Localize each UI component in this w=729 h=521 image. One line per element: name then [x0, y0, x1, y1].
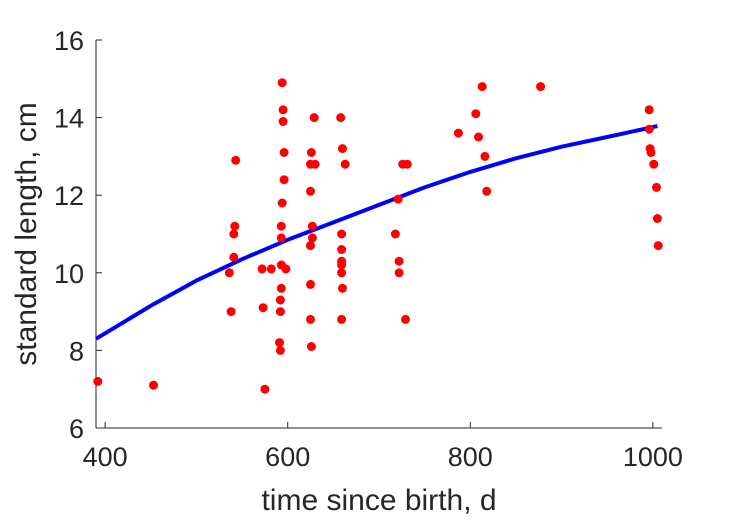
data-point [275, 307, 285, 317]
data-point [229, 229, 239, 239]
data-point [477, 82, 487, 92]
data-point [310, 159, 320, 169]
data-point [307, 221, 317, 231]
y-axis-label: standard length, cm [10, 102, 43, 365]
data-point [306, 279, 315, 289]
data-point [474, 132, 483, 142]
data-point [226, 307, 236, 317]
axes [95, 39, 662, 429]
data-points-group [93, 78, 663, 394]
y-tick-label: 10 [54, 259, 84, 289]
data-point [278, 105, 288, 115]
data-point [402, 159, 412, 169]
y-tick-label: 16 [54, 26, 84, 56]
data-point [279, 148, 289, 157]
data-point [646, 148, 656, 157]
data-point [336, 113, 346, 123]
data-point [649, 159, 659, 169]
data-point [401, 314, 410, 324]
data-point [337, 245, 347, 254]
data-point [652, 182, 661, 192]
data-point [390, 229, 400, 239]
data-point [453, 128, 463, 138]
tick-labels: 400 600 800 1000 6 8 10 12 14 16 [54, 26, 683, 472]
data-point [230, 221, 240, 231]
data-point [260, 384, 270, 394]
data-point [278, 117, 288, 126]
data-point [257, 264, 267, 274]
data-point [306, 241, 315, 251]
data-point [266, 264, 276, 274]
x-tick-label: 800 [448, 442, 493, 472]
data-point [337, 229, 347, 239]
fit-line-group [94, 124, 658, 341]
data-point [536, 82, 546, 92]
x-tick-label: 1000 [623, 442, 683, 472]
data-point [231, 155, 241, 165]
y-tick-label: 6 [69, 414, 84, 444]
data-point [337, 314, 347, 324]
data-point [480, 151, 490, 161]
data-point [337, 256, 347, 266]
data-point [229, 252, 239, 262]
data-point [393, 194, 403, 204]
data-point [338, 144, 347, 154]
x-axis-label: time since birth, d [261, 484, 496, 517]
data-point [307, 233, 317, 243]
data-point [644, 124, 654, 134]
data-point [309, 113, 319, 123]
data-point [276, 233, 286, 243]
data-point [338, 283, 347, 293]
data-point [93, 376, 103, 386]
data-point [306, 186, 315, 196]
data-point [306, 342, 316, 351]
data-point [306, 314, 315, 324]
y-tick-label: 12 [54, 181, 84, 211]
data-point [277, 78, 287, 88]
data-point [275, 345, 285, 355]
data-point [276, 283, 286, 293]
data-point [275, 295, 285, 305]
data-point [258, 303, 268, 313]
fit-curve [94, 124, 658, 341]
y-tick-label: 8 [69, 336, 84, 366]
y-tick-label: 14 [54, 104, 84, 134]
data-point [644, 105, 654, 115]
data-point [279, 175, 289, 185]
data-point [652, 214, 662, 223]
data-point [275, 338, 284, 348]
x-tick-label: 600 [265, 442, 310, 472]
data-point [149, 380, 158, 390]
data-point [224, 268, 234, 278]
data-point [482, 186, 492, 196]
data-point [277, 198, 287, 208]
data-point [394, 268, 404, 278]
data-point [471, 109, 481, 119]
data-point [281, 264, 291, 274]
data-point [394, 256, 404, 266]
x-tick-label: 400 [83, 442, 128, 472]
data-point [653, 241, 663, 251]
data-point [337, 268, 347, 278]
data-point [306, 148, 316, 157]
data-point [340, 159, 350, 169]
data-point [276, 221, 286, 231]
